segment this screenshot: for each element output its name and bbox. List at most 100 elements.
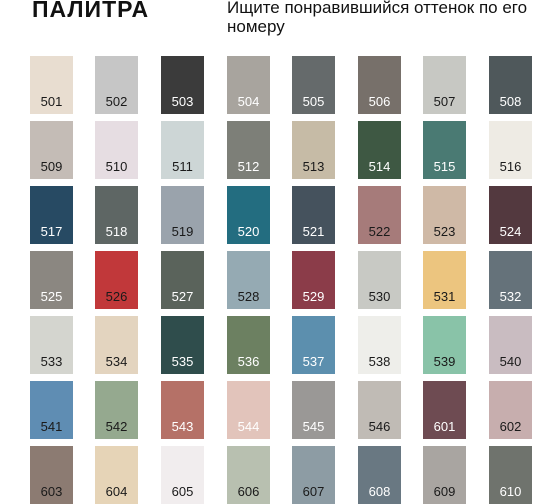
color-swatch-518: 518 [95, 186, 138, 244]
color-swatch-539: 539 [423, 316, 466, 374]
swatch-code-label: 516 [499, 159, 522, 174]
color-swatch-531: 531 [423, 251, 466, 309]
color-swatch-538: 538 [358, 316, 401, 374]
swatch-code-label: 510 [105, 159, 128, 174]
color-swatch-601: 601 [423, 381, 466, 439]
color-swatch-533: 533 [30, 316, 73, 374]
color-swatch-516: 516 [489, 121, 532, 179]
color-swatch-534: 534 [95, 316, 138, 374]
swatch-code-label: 508 [499, 94, 522, 109]
color-swatch-509: 509 [30, 121, 73, 179]
swatch-code-label: 546 [368, 419, 391, 434]
swatch-code-label: 507 [433, 94, 456, 109]
color-swatch-545: 545 [292, 381, 335, 439]
swatch-code-label: 545 [302, 419, 325, 434]
color-swatch-530: 530 [358, 251, 401, 309]
swatch-code-label: 540 [499, 354, 522, 369]
color-swatch-543: 543 [161, 381, 204, 439]
swatch-code-label: 501 [40, 94, 63, 109]
color-swatch-517: 517 [30, 186, 73, 244]
swatch-code-label: 607 [302, 484, 325, 499]
swatch-code-label: 504 [237, 94, 260, 109]
swatch-code-label: 602 [499, 419, 522, 434]
swatch-code-label: 530 [368, 289, 391, 304]
color-swatch-529: 529 [292, 251, 335, 309]
color-swatch-541: 541 [30, 381, 73, 439]
color-swatch-513: 513 [292, 121, 335, 179]
color-swatch-610: 610 [489, 446, 532, 504]
color-swatch-506: 506 [358, 56, 401, 114]
color-swatch-604: 604 [95, 446, 138, 504]
color-swatch-511: 511 [161, 121, 204, 179]
color-swatch-608: 608 [358, 446, 401, 504]
color-swatch-603: 603 [30, 446, 73, 504]
color-swatch-502: 502 [95, 56, 138, 114]
swatch-code-label: 601 [433, 419, 456, 434]
color-swatch-523: 523 [423, 186, 466, 244]
swatch-code-label: 537 [302, 354, 325, 369]
swatch-code-label: 542 [105, 419, 128, 434]
color-swatch-525: 525 [30, 251, 73, 309]
swatch-code-label: 514 [368, 159, 391, 174]
swatch-code-label: 505 [302, 94, 325, 109]
swatch-code-label: 605 [171, 484, 194, 499]
color-swatch-504: 504 [227, 56, 270, 114]
swatch-code-label: 528 [237, 289, 260, 304]
swatch-code-label: 519 [171, 224, 194, 239]
swatch-code-label: 543 [171, 419, 194, 434]
swatch-code-label: 522 [368, 224, 391, 239]
swatch-code-label: 535 [171, 354, 194, 369]
color-swatch-503: 503 [161, 56, 204, 114]
color-swatch-528: 528 [227, 251, 270, 309]
color-swatch-514: 514 [358, 121, 401, 179]
color-swatch-607: 607 [292, 446, 335, 504]
page-title: ПАЛИТРА [32, 0, 150, 22]
color-swatch-602: 602 [489, 381, 532, 439]
swatch-code-label: 610 [499, 484, 522, 499]
color-swatch-522: 522 [358, 186, 401, 244]
swatch-code-label: 526 [105, 289, 128, 304]
color-swatch-520: 520 [227, 186, 270, 244]
swatch-code-label: 529 [302, 289, 325, 304]
swatch-code-label: 532 [499, 289, 522, 304]
color-swatch-505: 505 [292, 56, 335, 114]
swatch-code-label: 515 [433, 159, 456, 174]
swatch-code-label: 521 [302, 224, 325, 239]
color-swatch-515: 515 [423, 121, 466, 179]
swatch-code-label: 533 [40, 354, 63, 369]
swatch-code-label: 534 [105, 354, 128, 369]
swatch-code-label: 604 [105, 484, 128, 499]
swatch-code-label: 513 [302, 159, 325, 174]
swatch-code-label: 606 [237, 484, 260, 499]
swatch-code-label: 523 [433, 224, 456, 239]
color-swatch-526: 526 [95, 251, 138, 309]
color-swatch-510: 510 [95, 121, 138, 179]
color-swatch-527: 527 [161, 251, 204, 309]
swatch-code-label: 538 [368, 354, 391, 369]
color-swatch-544: 544 [227, 381, 270, 439]
swatch-code-label: 608 [368, 484, 391, 499]
swatch-code-label: 517 [40, 224, 63, 239]
swatch-code-label: 536 [237, 354, 260, 369]
color-swatch-546: 546 [358, 381, 401, 439]
color-swatch-521: 521 [292, 186, 335, 244]
color-swatch-524: 524 [489, 186, 532, 244]
swatch-code-label: 524 [499, 224, 522, 239]
color-swatch-535: 535 [161, 316, 204, 374]
swatch-code-label: 502 [105, 94, 128, 109]
color-swatch-537: 537 [292, 316, 335, 374]
swatch-code-label: 609 [433, 484, 456, 499]
color-swatch-609: 609 [423, 446, 466, 504]
color-swatch-512: 512 [227, 121, 270, 179]
swatch-code-label: 511 [172, 159, 193, 174]
color-swatch-540: 540 [489, 316, 532, 374]
color-swatch-508: 508 [489, 56, 532, 114]
swatch-code-label: 539 [433, 354, 456, 369]
swatch-code-label: 520 [237, 224, 260, 239]
page-subtitle: Ищите понравившийся оттенок по его номер… [227, 0, 528, 36]
swatch-code-label: 509 [40, 159, 63, 174]
swatch-code-label: 512 [237, 159, 260, 174]
swatch-code-label: 518 [105, 224, 128, 239]
swatch-code-label: 544 [237, 419, 260, 434]
swatch-code-label: 531 [433, 289, 456, 304]
